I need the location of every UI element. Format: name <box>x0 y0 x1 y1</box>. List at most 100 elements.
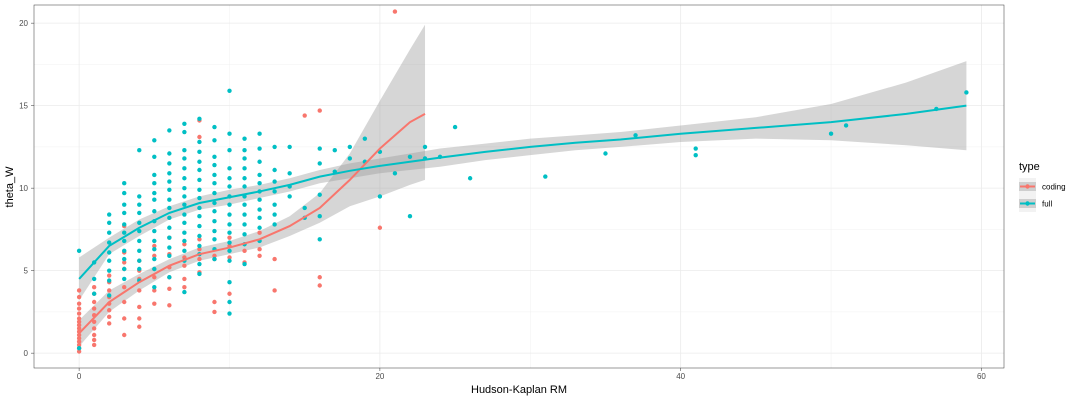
smooth-lines <box>78 104 967 335</box>
data-point-coding <box>392 9 398 14</box>
data-point-full <box>106 220 112 225</box>
data-point-coding <box>212 309 217 315</box>
data-point-full <box>152 138 157 143</box>
data-point-full <box>197 205 202 211</box>
data-point-full <box>167 245 172 250</box>
data-point-full <box>212 237 217 242</box>
data-point-full <box>242 261 247 267</box>
data-point-coding <box>317 283 322 288</box>
data-point-full <box>227 248 232 254</box>
data-point-full <box>242 202 247 207</box>
data-point-coding <box>106 273 112 278</box>
data-point-coding <box>302 113 307 118</box>
data-point-full <box>76 346 82 351</box>
data-point-full <box>106 250 112 255</box>
data-point-full <box>212 200 217 206</box>
data-point-full <box>257 181 262 186</box>
data-point-full <box>377 194 383 199</box>
data-point-coding <box>317 108 322 113</box>
data-point-coding <box>76 306 82 311</box>
data-point-coding <box>182 284 187 290</box>
data-point-full <box>227 148 232 153</box>
data-point-full <box>182 289 187 295</box>
x-axis-title: Hudson-Kaplan RM <box>471 384 567 396</box>
data-point-full <box>91 291 97 296</box>
data-point-full <box>167 275 172 280</box>
data-point-coding <box>182 263 187 268</box>
data-point-full <box>257 207 262 212</box>
data-point-full <box>152 197 157 202</box>
data-point-coding <box>182 242 187 247</box>
data-point-full <box>212 124 217 130</box>
confidence-bands <box>79 24 967 347</box>
data-point-full <box>122 276 127 282</box>
data-point-full <box>197 167 202 173</box>
data-point-full <box>137 228 142 234</box>
data-point-full <box>137 248 142 254</box>
data-point-coding <box>272 288 277 293</box>
data-point-full <box>347 156 353 161</box>
legend-label-full: full <box>1042 200 1052 209</box>
data-point-full <box>212 162 217 168</box>
y-axis-ticks: 0 5 10 15 20 <box>19 19 34 358</box>
data-point-full <box>137 202 142 207</box>
y-axis-title: theta_W <box>4 166 16 208</box>
data-point-full <box>212 218 217 224</box>
data-point-coding <box>76 349 82 354</box>
data-point-full <box>317 214 322 219</box>
data-point-full <box>182 185 187 191</box>
data-point-full <box>152 181 157 186</box>
data-point-full <box>152 228 157 234</box>
data-point-full <box>227 176 232 181</box>
data-point-full <box>197 187 202 192</box>
data-point-full <box>182 156 187 161</box>
data-point-full <box>182 121 187 127</box>
grid-minor <box>34 5 1004 368</box>
data-point-coding <box>76 301 82 306</box>
legend: type coding full <box>1019 161 1066 212</box>
data-point-full <box>106 293 112 298</box>
data-point-full <box>257 197 262 202</box>
data-point-coding <box>212 299 217 305</box>
data-point-full <box>122 256 127 262</box>
data-point-full <box>603 151 608 156</box>
data-point-full <box>828 131 834 136</box>
data-point-full <box>182 248 187 254</box>
legend-key-dot-coding <box>1025 184 1030 189</box>
data-point-coding <box>76 339 82 344</box>
data-point-full <box>287 171 292 176</box>
data-point-full <box>272 202 277 207</box>
data-point-full <box>964 90 969 95</box>
data-point-full <box>407 154 413 159</box>
data-point-coding <box>76 322 82 328</box>
data-point-full <box>332 148 337 153</box>
data-point-full <box>167 235 172 240</box>
data-point-full <box>212 190 217 196</box>
data-point-full <box>197 243 202 249</box>
data-point-coding <box>137 324 142 329</box>
data-point-full <box>287 194 292 199</box>
data-point-full <box>422 144 428 150</box>
confidence-band-full <box>79 61 967 301</box>
data-point-full <box>212 181 217 186</box>
legend-key-dot-full <box>1025 201 1030 206</box>
data-point-coding <box>377 225 383 230</box>
data-point-full <box>137 210 142 216</box>
data-point-full <box>122 248 127 254</box>
data-point-full <box>182 212 187 217</box>
data-point-full <box>106 278 112 283</box>
confidence-band-coding <box>79 24 426 347</box>
data-point-full <box>242 148 247 153</box>
data-point-full <box>152 284 157 290</box>
data-point-coding <box>91 342 97 348</box>
data-point-full <box>76 248 82 254</box>
data-point-full <box>257 131 262 136</box>
data-point-full <box>167 179 172 184</box>
data-point-coding <box>106 314 112 320</box>
data-point-coding <box>227 235 232 240</box>
data-point-full <box>693 152 698 158</box>
data-point-full <box>197 177 202 183</box>
panel-border <box>33 4 1005 369</box>
data-point-full <box>227 299 232 305</box>
